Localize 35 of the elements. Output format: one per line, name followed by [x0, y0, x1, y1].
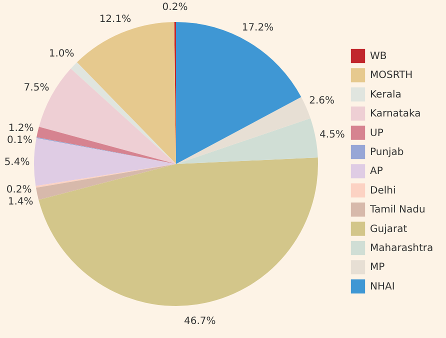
data-label: 12.1% — [99, 14, 132, 25]
data-label: 0.2% — [162, 2, 188, 13]
data-label: 46.7% — [184, 316, 216, 328]
pie-slice — [76, 22, 176, 164]
data-label: 1.0% — [48, 48, 74, 60]
data-label: 1.2% — [8, 123, 34, 134]
legend-label: Delhi — [370, 185, 396, 196]
pie-slice — [38, 158, 318, 306]
data-label: 2.6% — [309, 96, 335, 107]
pie-slice — [34, 138, 176, 186]
legend-label: Maharashtra — [370, 243, 434, 254]
pie-slice — [36, 126, 176, 164]
legend-label: MP — [370, 262, 385, 274]
legend-label: UP — [370, 128, 384, 139]
legend-label: MOSRTH — [370, 70, 413, 82]
legend-label: Kerala — [370, 89, 402, 100]
data-label: 7.5% — [24, 82, 50, 94]
pie-slice — [36, 164, 176, 200]
pie-slice — [70, 62, 176, 164]
pie-slice — [176, 118, 318, 164]
legend-label: Tamil Nadu — [369, 204, 426, 216]
data-label: 17.2% — [242, 22, 274, 34]
data-label: 5.4% — [4, 156, 30, 168]
data-label: 0.1% — [7, 135, 32, 146]
data-label: 4.5% — [320, 129, 345, 140]
legend-label: Gujarat — [370, 224, 408, 235]
legend-label: AP — [370, 166, 383, 178]
pie-slice — [176, 22, 302, 164]
legend-label: WB — [370, 51, 387, 62]
legend-label: Karnataka — [370, 108, 421, 120]
data-label: 0.2% — [6, 184, 32, 196]
pie-slice — [176, 97, 310, 164]
legend-label: Punjab — [370, 147, 404, 158]
legend-label: NHAI — [370, 281, 395, 292]
data-label: 1.4% — [8, 196, 34, 208]
